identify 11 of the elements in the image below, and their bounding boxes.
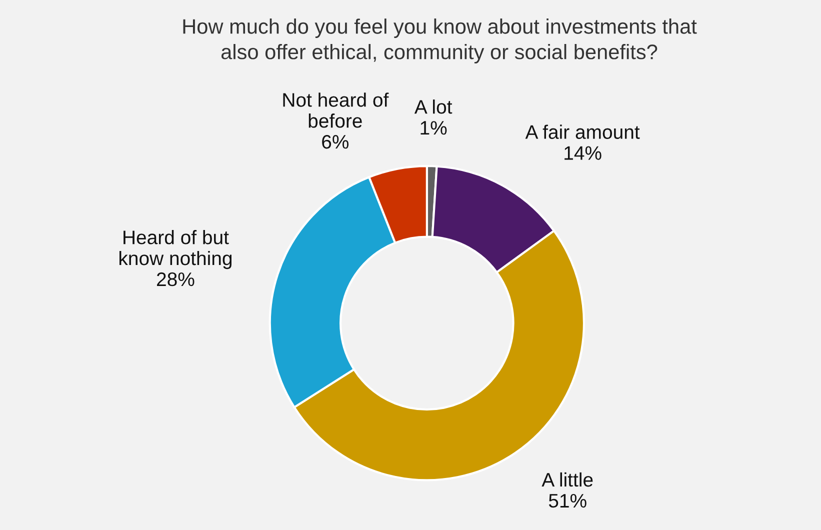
data-label: 1% <box>420 121 447 135</box>
slice-label: A little <box>542 472 593 487</box>
data-label: 51% <box>548 494 586 508</box>
data-label: 28% <box>156 272 194 286</box>
slice-label: Not heard of before <box>283 92 389 128</box>
chart-title: How much do you feel you know about investments that also offer ethical, community or social benefits? <box>183 18 697 64</box>
data-label: 14% <box>564 146 602 160</box>
slice-label: A lot <box>414 100 452 114</box>
slice-label: A fair amount <box>525 124 640 139</box>
data-label: 6% <box>322 134 349 149</box>
slice-label: Heard of but know nothing <box>119 230 232 270</box>
